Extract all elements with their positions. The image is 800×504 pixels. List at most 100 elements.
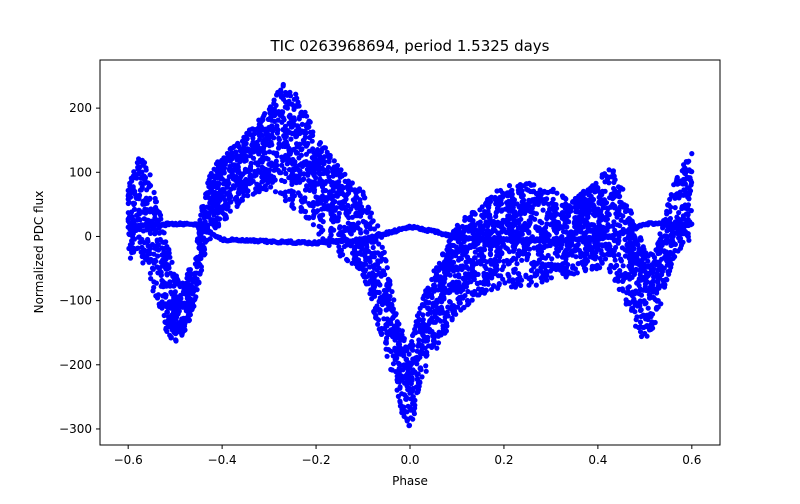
data-point (367, 214, 373, 220)
data-point (537, 243, 543, 249)
data-point (488, 257, 494, 263)
data-point (142, 175, 149, 181)
data-point (440, 325, 446, 332)
data-point (281, 166, 287, 172)
data-point (554, 242, 560, 248)
data-point (376, 326, 382, 332)
data-point (343, 196, 349, 202)
data-point (599, 174, 605, 180)
data-point (321, 154, 327, 160)
data-point (218, 175, 224, 181)
data-point (447, 299, 453, 305)
data-point (159, 282, 165, 288)
data-point (443, 320, 450, 326)
data-point (331, 164, 337, 170)
chart-title: TIC 0263968694, period 1.5325 days (269, 37, 549, 55)
data-point (646, 326, 653, 332)
data-point (439, 296, 445, 302)
data-point (337, 253, 343, 259)
data-point (158, 216, 164, 222)
data-point (676, 210, 682, 216)
data-point (227, 146, 233, 152)
data-point (182, 315, 188, 321)
data-point (436, 310, 443, 316)
data-point (198, 255, 204, 262)
data-point (460, 305, 467, 311)
data-point (286, 167, 293, 173)
x-tick-label: 0.4 (588, 453, 607, 467)
data-point (689, 151, 695, 157)
data-point (187, 272, 193, 278)
data-point (588, 198, 594, 204)
data-point (459, 248, 465, 254)
data-point (668, 232, 674, 238)
data-point (276, 141, 282, 147)
data-point (438, 332, 444, 338)
data-point (371, 291, 377, 297)
data-point (397, 384, 403, 390)
data-point (610, 251, 617, 257)
data-point (253, 127, 259, 133)
data-point (646, 292, 652, 298)
data-point (505, 271, 511, 277)
data-point (228, 167, 234, 173)
data-point (286, 145, 292, 151)
data-point (427, 326, 433, 332)
data-point (534, 272, 540, 278)
data-point (479, 251, 485, 257)
data-point (389, 289, 395, 295)
data-point (664, 228, 670, 234)
data-point (381, 287, 387, 294)
data-point (241, 193, 247, 199)
data-point (643, 300, 649, 306)
data-point (371, 226, 377, 232)
data-point (602, 256, 609, 262)
data-point (283, 89, 289, 96)
data-point (493, 268, 499, 274)
data-point (172, 293, 178, 299)
data-point (510, 255, 517, 261)
data-point (616, 286, 622, 292)
data-point (453, 311, 459, 317)
data-point (583, 197, 589, 203)
data-point (665, 269, 671, 275)
data-point (645, 264, 652, 270)
data-point (403, 356, 409, 363)
data-point (127, 231, 134, 237)
data-point (305, 170, 311, 176)
data-point (134, 195, 140, 201)
data-point (170, 301, 176, 307)
data-point (506, 249, 513, 255)
y-tick-label: −300 (59, 422, 92, 436)
data-point (368, 287, 374, 293)
data-point (533, 282, 539, 288)
data-point (362, 279, 368, 285)
data-point (501, 263, 507, 270)
data-point (219, 169, 225, 176)
data-point (131, 201, 137, 208)
data-point (477, 219, 483, 225)
data-point (538, 248, 545, 255)
data-point (319, 166, 325, 172)
data-point (147, 195, 153, 201)
data-point (293, 133, 300, 139)
data-point (519, 257, 525, 263)
data-point (209, 220, 216, 227)
data-point (375, 317, 382, 323)
data-point (514, 261, 520, 267)
data-point (158, 269, 164, 275)
data-point (337, 248, 343, 254)
data-point (141, 216, 147, 222)
data-point (399, 407, 405, 413)
data-point (384, 330, 390, 336)
data-point (145, 243, 151, 249)
data-point (637, 324, 644, 330)
data-point (125, 193, 131, 199)
data-point (261, 144, 267, 150)
data-point (637, 272, 643, 278)
data-point (564, 271, 571, 277)
data-point (405, 403, 411, 409)
data-point (143, 227, 149, 233)
data-point (211, 201, 217, 207)
